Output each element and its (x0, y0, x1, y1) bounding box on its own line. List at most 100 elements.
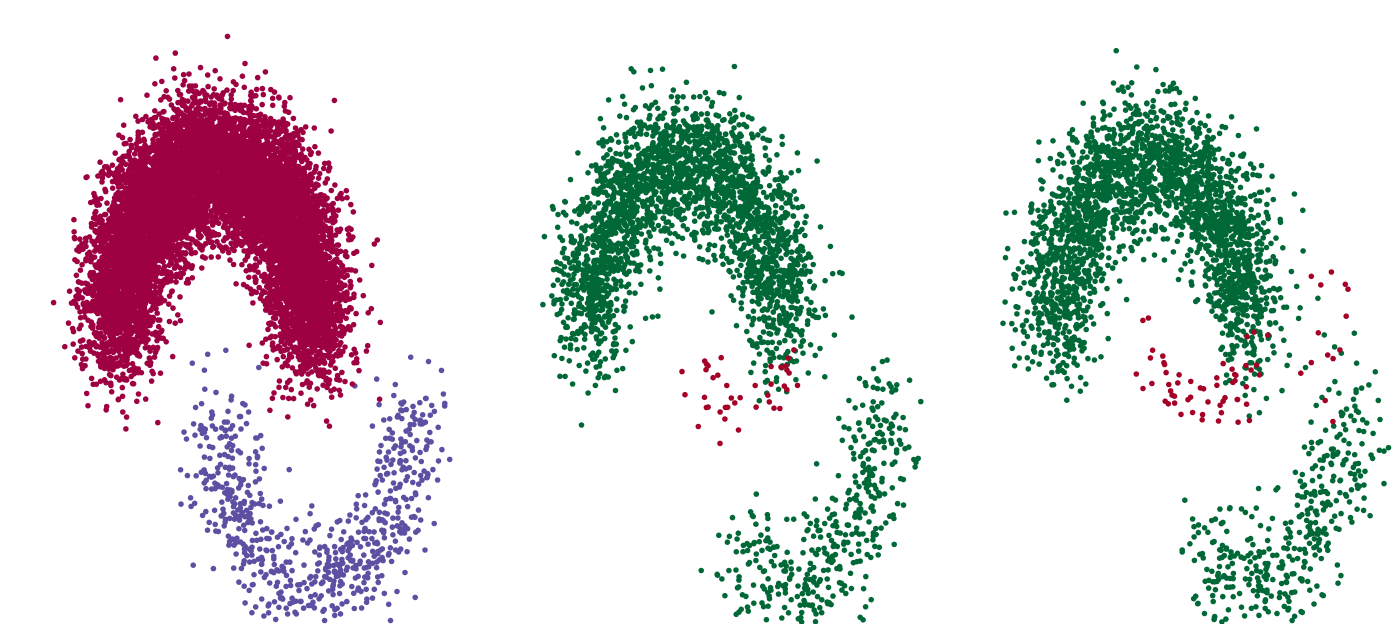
data-point (347, 512, 353, 518)
data-point (119, 384, 126, 391)
data-point (381, 535, 388, 541)
data-point (249, 499, 255, 506)
data-point (361, 552, 367, 558)
data-point (241, 549, 248, 556)
data-point (338, 536, 345, 543)
data-point (299, 158, 305, 165)
data-point (309, 601, 316, 607)
data-point (259, 85, 266, 92)
data-point (220, 506, 226, 512)
data-point (364, 342, 371, 349)
data-point (237, 413, 244, 420)
data-point (288, 386, 295, 393)
data-point (415, 507, 422, 513)
data-point (421, 420, 428, 426)
data-point (201, 97, 208, 104)
data-point (374, 466, 380, 472)
data-point (339, 548, 346, 555)
data-point (385, 552, 392, 558)
data-point (403, 457, 409, 464)
data-point (235, 507, 241, 513)
data-point (287, 577, 294, 584)
data-point (428, 402, 435, 409)
data-point (376, 449, 383, 455)
data-point (209, 423, 216, 429)
data-point (183, 436, 190, 442)
data-point (198, 400, 205, 407)
data-point (402, 523, 408, 529)
data-point (384, 470, 391, 477)
data-point (374, 559, 380, 565)
data-point (213, 389, 219, 396)
data-point (328, 187, 335, 194)
data-point (330, 583, 336, 590)
data-point (265, 603, 272, 609)
data-point (227, 515, 233, 522)
scatter-panel-1 (50, 33, 453, 624)
data-point (209, 412, 216, 418)
data-point (297, 581, 303, 588)
data-point (361, 579, 367, 586)
data-point (77, 267, 84, 274)
data-point (379, 546, 386, 552)
data-point (300, 605, 307, 611)
data-point (177, 467, 184, 473)
data-point (383, 454, 390, 461)
data-point (257, 519, 264, 525)
data-point (271, 390, 277, 396)
data-point (387, 545, 394, 551)
data-point (208, 486, 215, 492)
data-point (201, 367, 208, 374)
data-point (274, 356, 281, 363)
data-point (352, 575, 359, 581)
data-point (393, 485, 399, 492)
data-point (320, 579, 326, 585)
data-point (265, 610, 272, 616)
data-point (262, 69, 269, 75)
data-point (366, 528, 372, 535)
data-point (253, 530, 259, 537)
data-point (397, 481, 404, 488)
data-point (365, 570, 371, 577)
data-point (72, 355, 78, 361)
data-point (252, 449, 259, 455)
data-point (434, 477, 441, 483)
series-1 (177, 347, 453, 624)
data-point (333, 561, 340, 567)
data-point (246, 461, 252, 467)
data-point (241, 500, 247, 507)
data-point (369, 535, 375, 542)
data-point (375, 458, 381, 464)
data-point (65, 320, 72, 326)
data-point (403, 496, 409, 503)
data-point (263, 547, 269, 553)
data-point (70, 341, 76, 347)
data-point (417, 399, 423, 406)
data-point (275, 543, 282, 550)
data-point (339, 601, 345, 607)
data-point (394, 588, 400, 595)
data-point (362, 535, 369, 542)
data-point (252, 461, 259, 468)
data-point (375, 550, 381, 557)
data-point (263, 353, 270, 360)
data-point (381, 590, 388, 597)
data-point (382, 435, 389, 442)
data-point (253, 86, 260, 93)
data-point (332, 606, 338, 613)
data-point (402, 569, 408, 576)
data-point (276, 590, 282, 597)
data-point (324, 561, 331, 568)
data-point (353, 501, 360, 508)
data-point (256, 476, 263, 482)
data-point (369, 595, 376, 601)
data-point (330, 591, 336, 598)
data-point (297, 598, 304, 605)
data-point (248, 98, 254, 105)
data-point (365, 541, 371, 547)
data-point (272, 616, 279, 623)
data-point (230, 503, 237, 510)
data-point (396, 524, 402, 530)
data-point (246, 274, 252, 281)
data-point (417, 418, 423, 425)
